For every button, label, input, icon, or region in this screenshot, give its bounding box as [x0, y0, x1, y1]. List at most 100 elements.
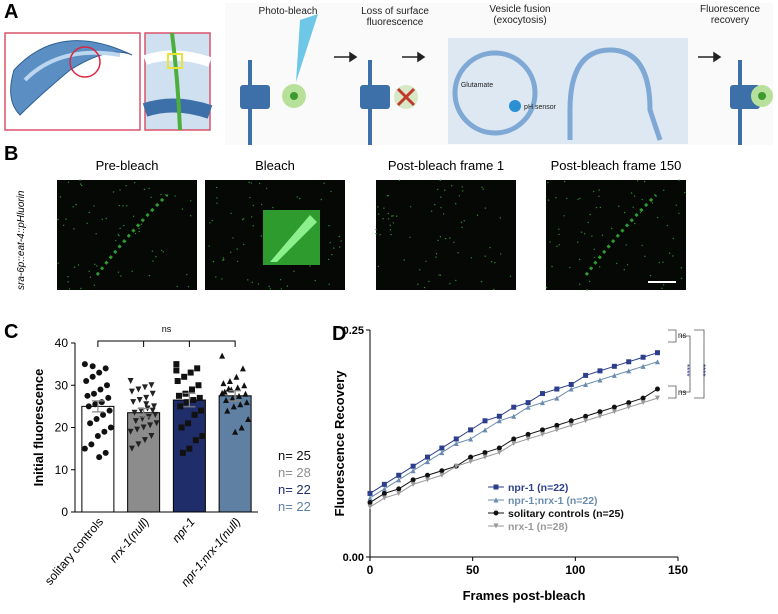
speckle: [333, 247, 335, 249]
data-point: [626, 368, 632, 374]
data-point: [496, 418, 502, 424]
data-point: [611, 363, 617, 369]
speckle: [80, 287, 82, 290]
speckle: [595, 206, 598, 209]
data-point: [453, 463, 459, 469]
speckle: [583, 233, 586, 235]
x-tick-label: 100: [565, 563, 585, 577]
data-point: [396, 477, 402, 483]
data-point: [410, 463, 416, 469]
speckle: [489, 246, 491, 249]
speckle: [423, 286, 426, 289]
speckle: [461, 186, 463, 188]
speckle: [152, 260, 154, 262]
speckle: [390, 233, 392, 236]
speckle: [258, 182, 261, 185]
error-bar: [229, 390, 242, 402]
data-point: [178, 424, 185, 431]
speckle: [592, 190, 595, 193]
speckle: [383, 207, 385, 209]
speckle: [435, 253, 438, 255]
speckle: [591, 235, 593, 237]
data-point: [511, 413, 517, 419]
step-label: Fluorescence recovery: [699, 4, 761, 26]
speckle: [377, 265, 380, 268]
speckle: [458, 195, 461, 197]
speckle: [618, 205, 620, 207]
data-point: [139, 416, 146, 423]
speckle: [329, 241, 331, 244]
data-point: [626, 400, 632, 406]
image-title: Bleach: [255, 158, 295, 173]
data-point: [230, 403, 237, 410]
speckle: [280, 288, 283, 290]
speckle: [425, 260, 427, 263]
data-point: [511, 404, 517, 410]
data-point: [229, 394, 236, 401]
y-tick-label: 0.00: [343, 552, 364, 564]
speckle: [286, 285, 289, 287]
speckle: [133, 181, 136, 184]
data-point: [179, 449, 186, 456]
speckle: [101, 218, 104, 221]
speckle: [644, 255, 646, 257]
speckle: [118, 204, 121, 207]
data-point: [100, 411, 107, 418]
speckle: [675, 204, 677, 206]
speckle: [247, 279, 249, 281]
speckle: [67, 281, 69, 283]
data-point: [424, 477, 430, 483]
data-point: [128, 388, 135, 395]
data-point: [219, 389, 226, 396]
data-point: [194, 365, 201, 372]
speckle: [598, 195, 600, 198]
data-point: [482, 454, 488, 460]
speckle: [236, 248, 238, 250]
speckle: [268, 285, 270, 288]
speckle: [148, 187, 150, 190]
speckle: [672, 237, 675, 240]
data-point: [223, 397, 230, 404]
data-point: [107, 424, 114, 431]
speckle: [150, 196, 152, 199]
data-point: [367, 504, 373, 510]
speckle: [309, 265, 311, 267]
speckle: [260, 203, 263, 206]
data-point: [175, 392, 182, 399]
speckle: [684, 191, 686, 194]
data-point: [149, 390, 156, 397]
data-point: [568, 381, 574, 387]
data-point: [381, 495, 387, 501]
speckle: [94, 263, 96, 266]
data-point: [597, 409, 603, 415]
data-point: [626, 404, 632, 410]
data-point: [654, 395, 660, 401]
speckle: [499, 217, 502, 219]
speckle: [439, 274, 442, 276]
speckle: [639, 211, 642, 214]
speckle: [123, 224, 125, 227]
speckle: [630, 192, 633, 194]
data-point: [96, 369, 103, 376]
data-point: [583, 413, 589, 419]
speckle: [221, 278, 223, 280]
data-point: [654, 386, 660, 392]
error-bar: [137, 407, 150, 418]
data-point: [81, 361, 88, 368]
data-point: [84, 392, 91, 399]
data-point: [583, 381, 589, 387]
panel-label: C: [4, 321, 18, 343]
speckle: [601, 234, 604, 236]
speckle: [155, 256, 157, 258]
data-point: [597, 413, 603, 419]
significance-bracket: [668, 329, 705, 399]
speckle: [484, 207, 487, 209]
data-point: [654, 359, 660, 365]
speckle: [323, 182, 325, 184]
speckle: [577, 241, 579, 243]
speckle: [490, 261, 493, 263]
speckle: [580, 231, 583, 233]
speckle: [564, 180, 566, 183]
data-point: [183, 399, 190, 406]
